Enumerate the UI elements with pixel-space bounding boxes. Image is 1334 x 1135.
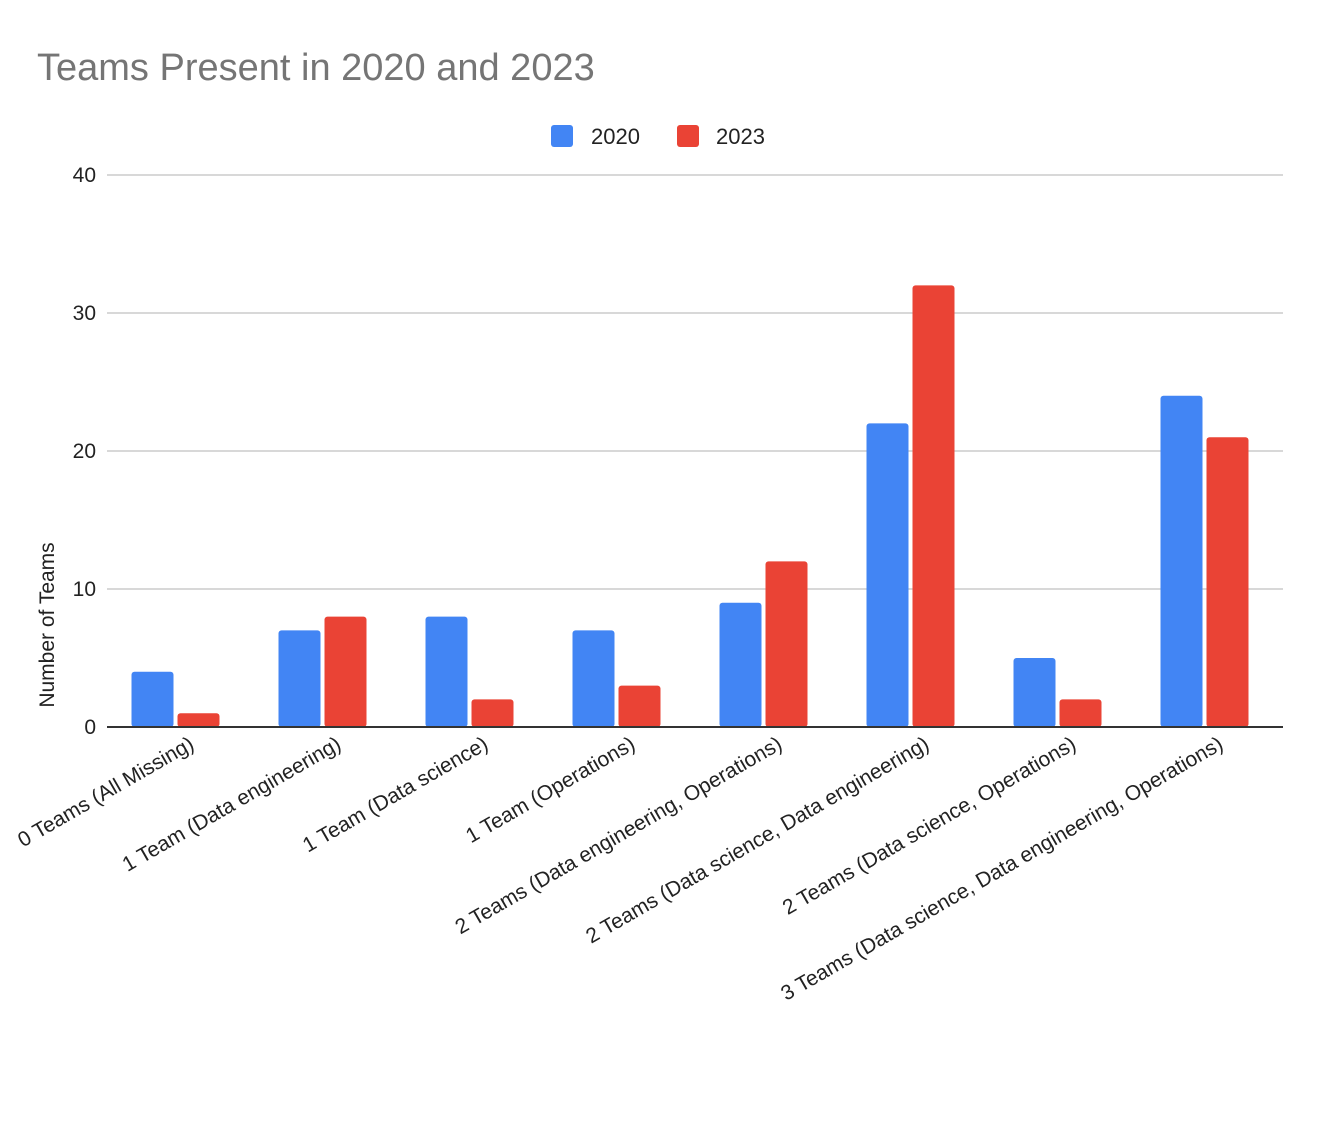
bar-2020-8 — [1160, 395, 1203, 727]
bar-2020-1 — [131, 671, 174, 727]
bar-2023-2 — [324, 616, 367, 727]
chart-title: Teams Present in 2020 and 2023 — [37, 47, 595, 89]
y-tick-label: 30 — [73, 302, 96, 325]
bar-2023-6 — [912, 285, 955, 727]
y-tick-label: 10 — [73, 578, 96, 601]
gridlines — [107, 174, 1283, 590]
bar-2023-5 — [765, 561, 808, 727]
bar-2020-7 — [1013, 658, 1056, 727]
bar-2023-7 — [1059, 699, 1102, 727]
legend-label-2020: 2020 — [591, 124, 640, 149]
bar-2020-6 — [866, 423, 909, 727]
bar-2020-3 — [425, 616, 468, 727]
bar-2020-5 — [719, 602, 762, 727]
bar-2023-4 — [618, 685, 661, 727]
y-tick-label: 40 — [73, 164, 96, 187]
y-axis-title: Number of Teams — [36, 542, 59, 707]
bar-2020-2 — [278, 630, 321, 727]
bar-2023-3 — [471, 699, 514, 727]
legend: 2020 2023 — [551, 124, 765, 149]
y-tick-label: 0 — [84, 716, 96, 739]
bar-2023-1 — [177, 713, 220, 727]
x-category-label: 2 Teams (Data science, Operations) — [779, 732, 1080, 919]
legend-swatch-2023 — [677, 125, 699, 147]
y-axis-tick-labels: 0 10 20 30 40 — [73, 164, 96, 739]
bar-2020-4 — [572, 630, 615, 727]
x-axis-category-labels: 0 Teams (All Missing)1 Team (Data engine… — [14, 732, 1227, 1005]
y-tick-label: 20 — [73, 440, 96, 463]
bars — [131, 285, 1249, 727]
legend-swatch-2020 — [551, 125, 573, 147]
legend-label-2023: 2023 — [716, 124, 765, 149]
bar-2023-8 — [1206, 437, 1249, 727]
